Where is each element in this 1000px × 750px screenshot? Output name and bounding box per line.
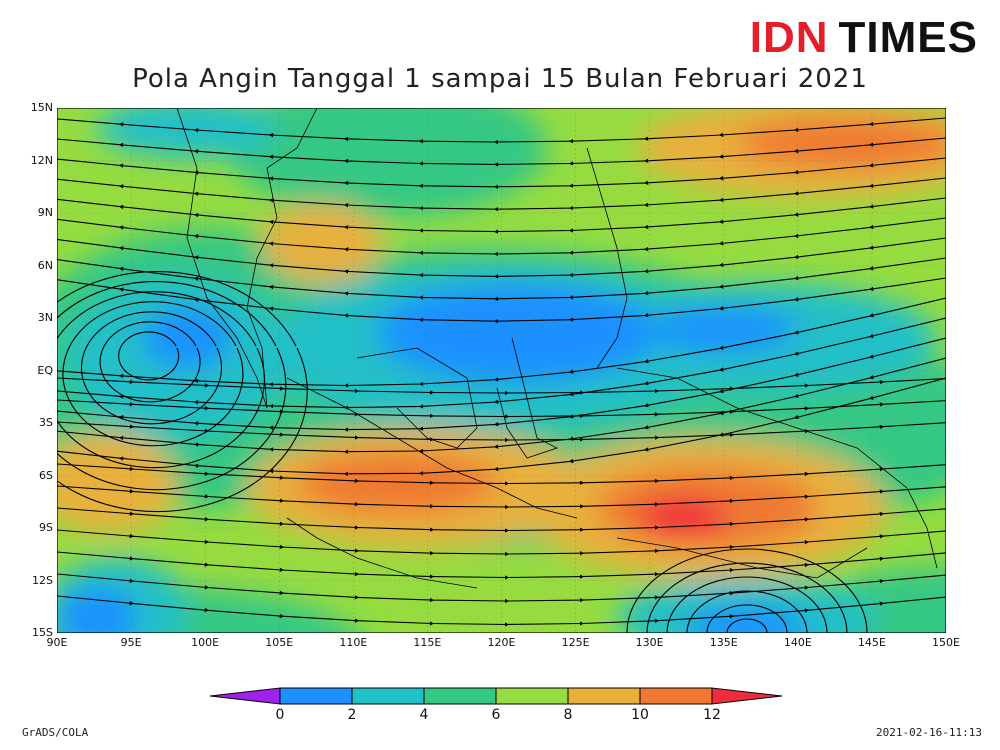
- colorbar-tick-label: 4: [419, 707, 429, 723]
- streamline: [57, 377, 946, 396]
- lon-tick-label: 125E: [561, 636, 590, 649]
- streamline: [626, 548, 868, 633]
- streamline: [57, 117, 946, 145]
- lon-tick-label: 130E: [635, 636, 664, 649]
- software-credit: GrADS/COLA: [22, 726, 89, 739]
- idn-times-logo: IDN TIMES: [749, 13, 978, 62]
- streamline: [57, 573, 946, 604]
- brand-idn: IDN: [749, 13, 829, 62]
- lat-tick-label: 6N: [37, 258, 53, 272]
- streamline: [57, 463, 946, 486]
- colorbar-segment: [495, 687, 569, 705]
- streamline: [57, 291, 265, 469]
- colorbar-segment: [279, 687, 353, 705]
- lat-tick-label: EQ: [37, 363, 53, 377]
- lat-tick-label: 9N: [37, 206, 53, 219]
- streamline: [57, 281, 287, 491]
- streamline: [57, 595, 946, 627]
- lon-tick-label: 90E: [46, 636, 68, 649]
- streamline: [62, 301, 244, 447]
- timestamp: 2021-02-16-11:13: [876, 726, 982, 739]
- brand-times: TIMES: [838, 13, 978, 62]
- lon-tick-label: 115E: [413, 636, 442, 649]
- colorbar-segment: [351, 687, 425, 705]
- lat-tick-label: 12S: [32, 573, 53, 587]
- lon-tick-label: 110E: [339, 636, 368, 649]
- streamline: [726, 618, 768, 633]
- colorbar-tick-label: 0: [275, 707, 285, 723]
- streamline: [57, 507, 946, 533]
- streamline: [57, 399, 946, 419]
- streamline: [57, 529, 946, 557]
- lon-tick-label: 135E: [709, 636, 738, 649]
- streamline: [57, 271, 308, 513]
- colorbar-tick-label: 12: [703, 707, 721, 723]
- colorbar-segment: [423, 687, 497, 705]
- colorbar-tick-label: 2: [347, 707, 357, 723]
- lon-tick-label: 100E: [191, 636, 220, 649]
- streamlines: [57, 117, 946, 633]
- lat-tick-label: 12N: [30, 153, 53, 167]
- streamline: [57, 551, 946, 580]
- lon-tick-label: 95E: [120, 636, 142, 649]
- streamline: [118, 331, 180, 381]
- lat-tick-label: 9S: [39, 521, 53, 534]
- map-title: Pola Angin Tanggal 1 sampai 15 Bulan Feb…: [132, 64, 868, 94]
- lat-tick-label: 15N: [30, 101, 53, 114]
- colorbar-segment: [567, 687, 641, 705]
- wind-map: 15N 12N 9N 6N 3N EQ 3S 6S 9S 12S 15S 90E 95E 100E 105…: [31, 101, 960, 649]
- lat-tick-label: 3N: [37, 311, 53, 324]
- lon-tick-label: 140E: [783, 636, 812, 649]
- colorbar-min-arrow: [210, 687, 281, 705]
- lon-tick-label: 120E: [487, 636, 516, 649]
- colorbar-tick-label: 10: [631, 707, 649, 723]
- lon-tick-label: 145E: [857, 636, 886, 649]
- colorbar-max-arrow: [711, 687, 783, 705]
- lon-tick-label: 105E: [265, 636, 294, 649]
- colorbar-tick-label: 6: [491, 707, 501, 723]
- colorbar: [210, 687, 783, 705]
- streamline: [99, 321, 201, 403]
- coastlines: [176, 108, 938, 589]
- streamline: [666, 576, 828, 633]
- streamline: [686, 590, 808, 633]
- streamline: [646, 562, 848, 633]
- lat-tick-label: 15S: [32, 626, 53, 639]
- streamline: [706, 604, 788, 633]
- lat-tick-label: 3S: [39, 416, 53, 429]
- streamline: [81, 311, 223, 425]
- colorbar-tick-label: 8: [563, 707, 573, 723]
- streamline: [57, 485, 946, 510]
- colorbar-segment: [639, 687, 713, 705]
- wind-speed-field: [57, 108, 946, 633]
- lat-tick-label: 6S: [39, 468, 53, 482]
- lon-tick-label: 150E: [932, 636, 960, 649]
